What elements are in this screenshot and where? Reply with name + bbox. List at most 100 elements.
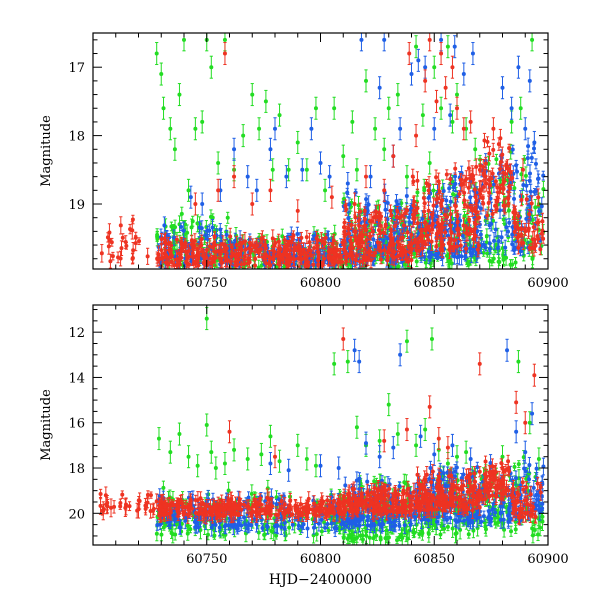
data-point — [309, 118, 313, 140]
data-point — [387, 97, 391, 119]
data-point — [383, 184, 387, 201]
y-tick-label: 16 — [68, 417, 85, 432]
data-point — [484, 456, 488, 467]
data-point — [396, 423, 400, 445]
data-point — [241, 125, 245, 147]
data-point — [378, 77, 382, 99]
data-point — [173, 529, 177, 540]
data-point — [341, 145, 345, 167]
data-point — [491, 143, 495, 156]
data-point — [296, 200, 300, 222]
data-point — [474, 159, 478, 175]
x-tick-label: 60750 — [186, 552, 227, 567]
data-point — [173, 138, 177, 160]
y-tick-label: 18 — [68, 130, 85, 145]
data-point — [514, 257, 518, 267]
data-point — [517, 461, 521, 468]
data-point — [177, 84, 181, 106]
data-point — [205, 414, 209, 436]
data-point — [541, 181, 545, 197]
data-point — [259, 443, 263, 465]
data-point — [444, 77, 448, 99]
data-point — [357, 351, 361, 373]
data-point — [391, 437, 395, 459]
data-point — [439, 97, 443, 119]
data-point — [346, 351, 350, 373]
data-point — [430, 328, 434, 350]
data-point — [264, 90, 268, 112]
data-point — [514, 160, 518, 170]
data-point — [328, 166, 332, 188]
data-point — [111, 252, 115, 260]
data-point — [250, 84, 254, 106]
data-point — [131, 254, 135, 264]
data-point — [462, 118, 466, 140]
data-point — [464, 441, 468, 463]
data-point — [112, 501, 116, 513]
data-point — [128, 502, 132, 511]
data-point — [268, 138, 272, 160]
data-point — [541, 171, 545, 180]
data-point — [343, 219, 347, 226]
data-point — [330, 186, 334, 208]
data-point — [534, 159, 538, 169]
data-point — [257, 260, 261, 275]
data-point — [119, 217, 123, 234]
data-point — [514, 525, 518, 533]
bottom-panel-x-axis-label: HJD−2400000 — [269, 572, 372, 588]
data-point — [446, 523, 450, 531]
data-point — [532, 364, 536, 386]
data-point — [510, 97, 514, 119]
data-point — [250, 193, 254, 215]
x-tick-label: 60800 — [300, 276, 341, 291]
data-point — [467, 530, 471, 538]
data-point — [435, 90, 439, 112]
data-point — [155, 43, 159, 65]
data-point — [523, 118, 527, 140]
y-tick-label: 12 — [68, 326, 85, 341]
data-point — [146, 248, 150, 264]
data-point — [419, 425, 423, 447]
data-point — [305, 159, 309, 181]
data-point — [382, 179, 386, 201]
data-point — [514, 421, 518, 443]
data-point — [323, 179, 327, 201]
data-point — [212, 532, 216, 540]
data-point — [405, 166, 409, 188]
x-tick-label: 60900 — [527, 276, 568, 291]
data-point — [273, 446, 277, 468]
data-point — [469, 111, 473, 133]
data-point — [514, 391, 518, 413]
data-point — [449, 196, 453, 207]
data-point — [432, 56, 436, 78]
x-tick-label: 60850 — [414, 552, 455, 567]
data-point — [271, 159, 275, 181]
data-point — [537, 448, 541, 470]
data-point — [382, 29, 386, 51]
data-point — [378, 446, 382, 468]
data-point — [332, 97, 336, 119]
data-point — [306, 520, 310, 538]
data-point — [432, 443, 436, 465]
data-point — [487, 146, 491, 160]
data-point — [509, 526, 513, 536]
data-point — [505, 339, 509, 361]
data-point — [438, 530, 442, 538]
data-point — [453, 36, 457, 58]
data-point — [296, 131, 300, 153]
data-point — [314, 97, 318, 119]
data-point — [168, 118, 172, 140]
data-point — [216, 152, 220, 174]
x-tick-label: 60850 — [414, 276, 455, 291]
data-point — [193, 193, 197, 215]
data-point — [246, 448, 250, 470]
data-point — [359, 29, 363, 51]
data-point — [355, 159, 359, 181]
data-point — [516, 56, 520, 78]
data-point — [296, 434, 300, 456]
data-point — [382, 138, 386, 160]
data-point — [353, 339, 357, 361]
top-panel-y-axis-label: Magnitude — [39, 115, 54, 187]
